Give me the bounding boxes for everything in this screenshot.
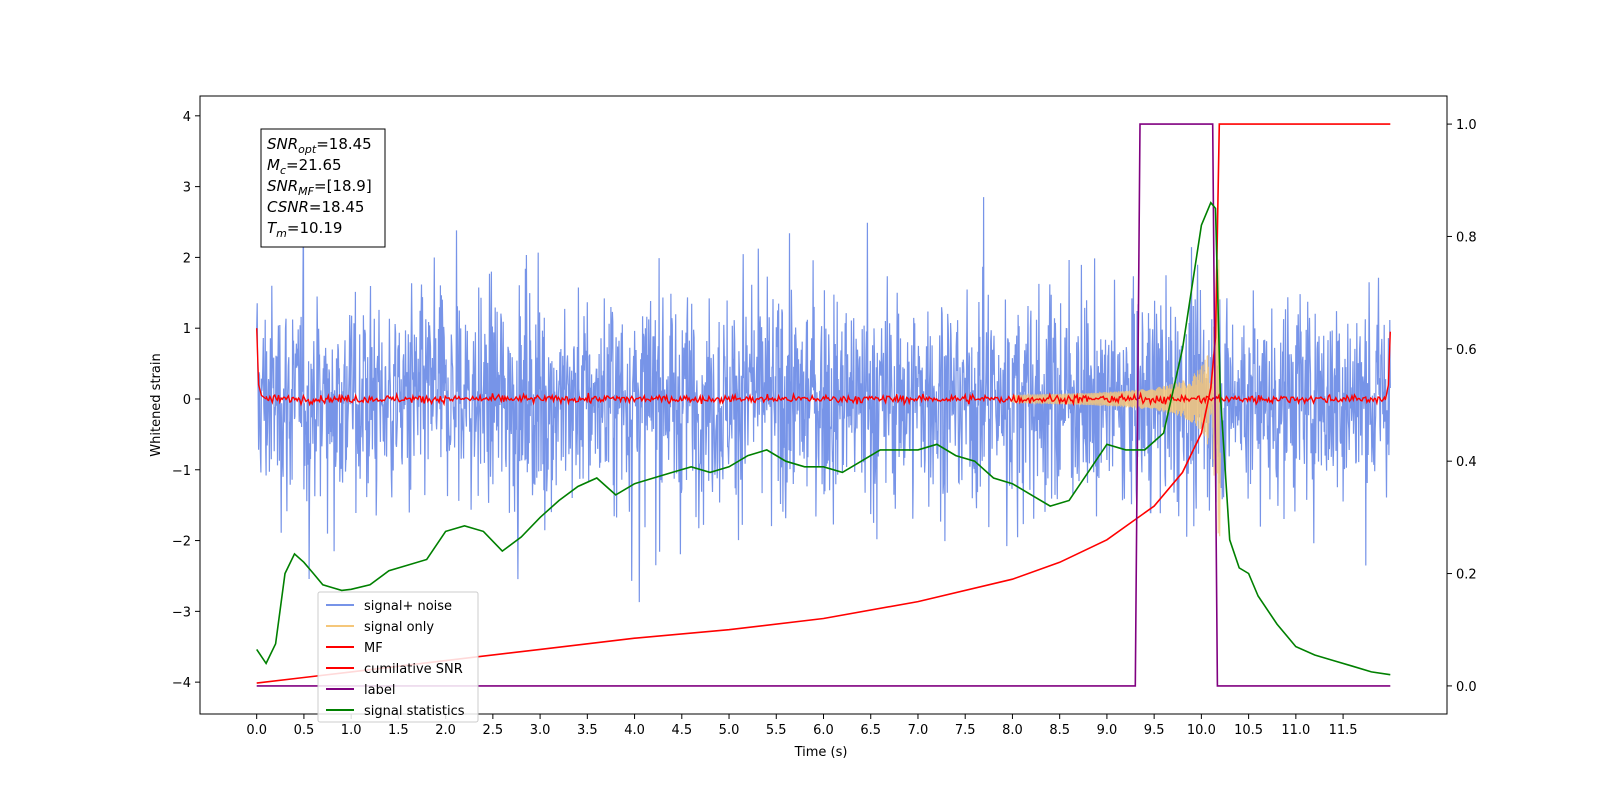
legend: signal+ noise signal only MF cumilative SNR… <box>317 591 479 723</box>
y2-tick-label: 0.6 <box>1456 343 1477 358</box>
y-tick-label: −4 <box>172 676 191 691</box>
axes-layer: 0.0 0.5 1.0 1.5 2.0 2.5 3.0 3.5 4.0 4.5 5.0 5.5 6.0 6… <box>172 110 1477 738</box>
x-tick-label: 6.0 <box>813 723 834 738</box>
stats-line: Tm=10.19 <box>267 219 342 240</box>
series-label <box>256 123 1391 687</box>
series-mf <box>256 328 1391 407</box>
stats-line: Mc=21.65 <box>267 156 342 177</box>
x-tick-label: 11.5 <box>1329 723 1358 738</box>
stats-line: SNRMF=[18.9] <box>267 177 372 198</box>
legend-label: signal+ noise <box>364 599 452 614</box>
stats-box-frame <box>260 128 386 248</box>
legend-frame <box>317 591 479 723</box>
x-tick-label: 3.5 <box>577 723 598 738</box>
y2-tick-label: 0.8 <box>1456 230 1477 245</box>
stats-line: CSNR=18.45 <box>267 198 364 216</box>
x-tick-label: 2.5 <box>483 723 504 738</box>
x-tick-label: 8.0 <box>1002 723 1023 738</box>
legend-label: label <box>364 683 395 698</box>
x-tick-label: 11.0 <box>1281 723 1310 738</box>
x-tick-label: 6.5 <box>860 723 881 738</box>
x-tick-label: 10.5 <box>1234 723 1263 738</box>
stats-annotation-box: SNRopt=18.45Mc=21.65SNRMF=[18.9]CSNR=18.… <box>260 128 386 248</box>
x-tick-label: 7.5 <box>955 723 976 738</box>
x-tick-label: 0.0 <box>246 723 267 738</box>
legend-label: signal only <box>364 620 434 635</box>
legend-label: MF <box>364 641 383 656</box>
y2-tick-label: 0.2 <box>1456 568 1477 583</box>
x-tick-label: 9.5 <box>1144 723 1165 738</box>
x-tick-label: 4.5 <box>671 723 692 738</box>
y2-tick-label: 0.4 <box>1456 455 1477 470</box>
x-tick-label: 7.0 <box>908 723 929 738</box>
series-signal-statistics <box>256 201 1391 676</box>
x-tick-label: 8.5 <box>1049 723 1070 738</box>
y-tick-label: −1 <box>172 464 191 479</box>
x-tick-label: 2.0 <box>435 723 456 738</box>
y-tick-label: −2 <box>172 535 191 550</box>
x-tick-label: 5.0 <box>719 723 740 738</box>
y-tick-label: −3 <box>172 605 191 620</box>
x-tick-label: 10.0 <box>1187 723 1216 738</box>
y-axis-label: Whitened strain <box>149 353 164 456</box>
y2-tick-label: 1.0 <box>1456 118 1477 133</box>
y-tick-label: 4 <box>183 110 191 125</box>
x-axis-label: Time (s) <box>794 745 848 760</box>
x-tick-label: 3.0 <box>530 723 551 738</box>
x-tick-label: 1.5 <box>388 723 409 738</box>
legend-label: signal statistics <box>364 704 465 719</box>
y-tick-label: 1 <box>183 322 191 337</box>
y-tick-label: 3 <box>183 181 191 196</box>
legend-label: cumilative SNR <box>364 662 463 677</box>
stats-line: SNRopt=18.45 <box>267 135 372 156</box>
y2-tick-label: 0.0 <box>1456 680 1477 695</box>
x-tick-label: 9.0 <box>1097 723 1118 738</box>
y-tick-label: 0 <box>183 393 191 408</box>
x-tick-label: 1.0 <box>341 723 362 738</box>
x-tick-label: 5.5 <box>766 723 787 738</box>
x-tick-label: 4.0 <box>624 723 645 738</box>
y-tick-label: 2 <box>183 251 191 266</box>
x-tick-label: 0.5 <box>294 723 315 738</box>
